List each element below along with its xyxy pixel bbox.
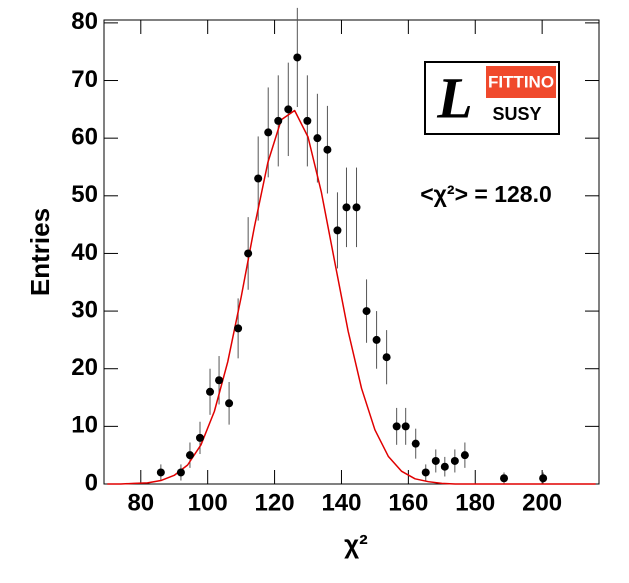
y-tick-label: 50: [71, 181, 98, 208]
data-point: [382, 353, 391, 362]
y-tick-label: 80: [71, 8, 98, 35]
x-tick-label: 200: [522, 489, 562, 516]
data-point: [254, 174, 263, 183]
data-point: [392, 422, 401, 431]
data-point: [421, 468, 430, 477]
data-point: [215, 376, 224, 385]
logo-letter: L: [436, 65, 472, 130]
y-tick-label: 10: [71, 412, 98, 439]
x-tick-label: 160: [388, 489, 428, 516]
data-point: [401, 422, 410, 431]
data-point: [539, 474, 548, 483]
logo-bottom: SUSY: [492, 104, 541, 124]
logo-top: FITTINO: [488, 72, 554, 91]
annotation: <χ²> = 128.0: [420, 181, 552, 207]
data-point: [156, 468, 165, 477]
data-point: [274, 116, 283, 125]
y-tick-label: 40: [71, 239, 98, 266]
y-tick-label: 0: [85, 469, 98, 496]
plot-frame: [103, 19, 600, 485]
x-tick-label: 180: [455, 489, 495, 516]
data-point: [411, 439, 420, 448]
data-point: [234, 324, 243, 333]
data-point: [313, 134, 322, 143]
data-point: [195, 433, 204, 442]
fit-curve: [107, 109, 596, 485]
data-point: [244, 249, 253, 258]
y-tick-label: 30: [71, 296, 98, 323]
data-point: [293, 53, 302, 62]
logo: FITTINO SUSY L: [424, 61, 560, 135]
data-point: [440, 462, 449, 471]
data-point: [372, 335, 381, 344]
data-point: [342, 203, 351, 212]
data-point: [284, 105, 293, 114]
data-point: [303, 116, 312, 125]
data-point: [206, 387, 215, 396]
data-point: [333, 226, 342, 235]
data-point: [450, 456, 459, 465]
data-point: [264, 128, 273, 137]
data-point: [225, 399, 234, 408]
data-point: [500, 474, 509, 483]
data-point: [323, 145, 332, 154]
x-tick-label: 100: [188, 489, 228, 516]
x-tick-label: 140: [321, 489, 361, 516]
y-tick-label: 20: [71, 354, 98, 381]
data-point: [352, 203, 361, 212]
data-point: [176, 468, 185, 477]
x-tick-label: 120: [255, 489, 295, 516]
data-point: [431, 456, 440, 465]
x-tick-label: 80: [127, 489, 154, 516]
data-point: [185, 451, 194, 460]
y-tick-label: 60: [71, 124, 98, 151]
y-axis-label: Entries: [25, 208, 55, 296]
logo-red: [486, 66, 556, 98]
y-tick-label: 70: [71, 66, 98, 93]
x-axis-label: χ²: [344, 529, 368, 559]
data-point: [460, 451, 469, 460]
data-point: [362, 307, 371, 316]
